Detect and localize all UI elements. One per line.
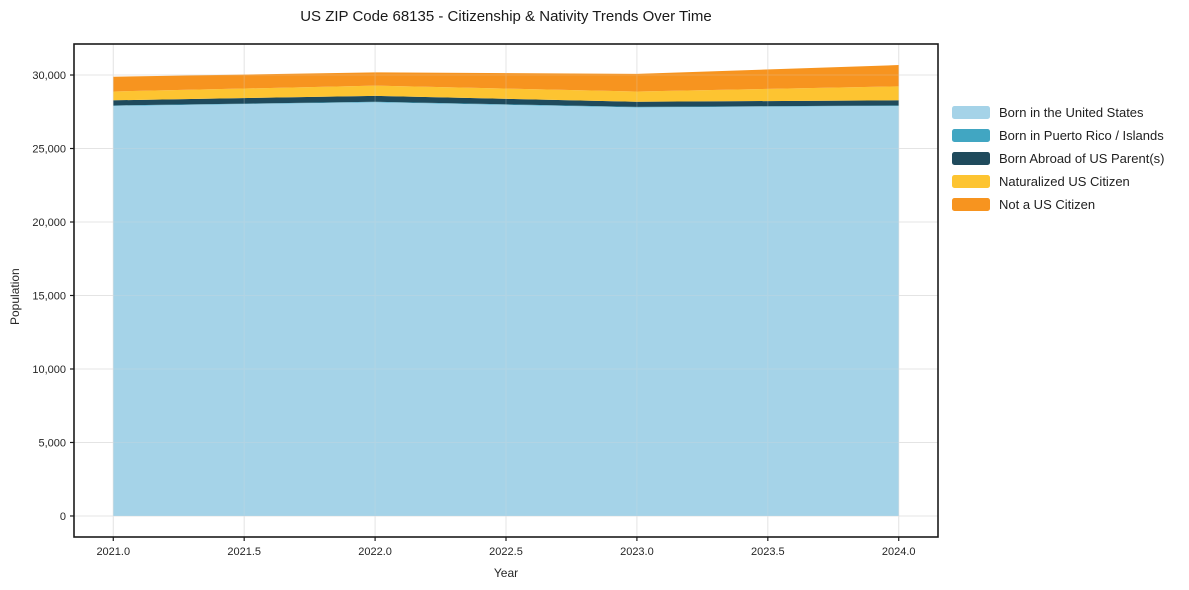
y-tick-label: 20,000 [32, 217, 66, 229]
y-axis-label: Population [8, 268, 22, 325]
legend-swatch-icon [952, 198, 990, 211]
legend-item-not-a-us-citizen: Not a US Citizen [952, 193, 1164, 216]
y-tick-label: 10,000 [32, 364, 66, 376]
y-tick-label: 30,000 [32, 70, 66, 82]
y-tick-label: 0 [60, 511, 66, 523]
legend-label: Naturalized US Citizen [999, 174, 1130, 189]
area-series-born-in-puerto-rico-islands [113, 101, 899, 108]
legend-swatch-icon [952, 152, 990, 165]
x-axis-label: Year [493, 566, 519, 580]
legend-item-born-in-the-united-states: Born in the United States [952, 101, 1164, 124]
legend-label: Not a US Citizen [999, 197, 1096, 212]
area-series-born-abroad-of-us-parent-s [113, 95, 899, 107]
legend-label: Born in Puerto Rico / Islands [999, 128, 1164, 143]
legend-item-born-abroad-of-us-parent-s: Born Abroad of US Parent(s) [952, 147, 1164, 170]
y-tick-label: 15,000 [32, 290, 66, 302]
legend-label: Born in the United States [999, 105, 1144, 120]
x-tick-label: 2023.0 [620, 546, 654, 558]
legend-label: Born Abroad of US Parent(s) [999, 151, 1165, 166]
axis-ticks: 0 5,000 10,000 15,000 20,000 25,000 30,000 2021… [32, 70, 915, 558]
x-tick-label: 2023.5 [751, 546, 785, 558]
legend-swatch-icon [952, 106, 990, 119]
area-series-not-a-us-citizen [113, 65, 899, 92]
x-tick-label: 2024.0 [882, 546, 916, 558]
x-tick-label: 2022.0 [358, 546, 392, 558]
area-series-naturalized-us-citizen [113, 85, 899, 102]
y-tick-label: 25,000 [32, 144, 66, 156]
y-tick-label: 5,000 [38, 437, 66, 449]
grid-overlay [74, 44, 938, 537]
legend: Born in the United States Born in Puerto … [952, 101, 1164, 216]
legend-swatch-icon [952, 175, 990, 188]
chart-title: US ZIP Code 68135 - Citizenship & Nativi… [300, 8, 712, 25]
x-tick-label: 2022.5 [489, 546, 523, 558]
legend-item-born-in-puerto-rico-islands: Born in Puerto Rico / Islands [952, 124, 1164, 147]
legend-item-naturalized-us-citizen: Naturalized US Citizen [952, 170, 1164, 193]
x-tick-label: 2021.0 [96, 546, 130, 558]
legend-swatch-icon [952, 129, 990, 142]
area-series-born-in-the-united-states [113, 102, 899, 516]
x-tick-label: 2021.5 [227, 546, 261, 558]
